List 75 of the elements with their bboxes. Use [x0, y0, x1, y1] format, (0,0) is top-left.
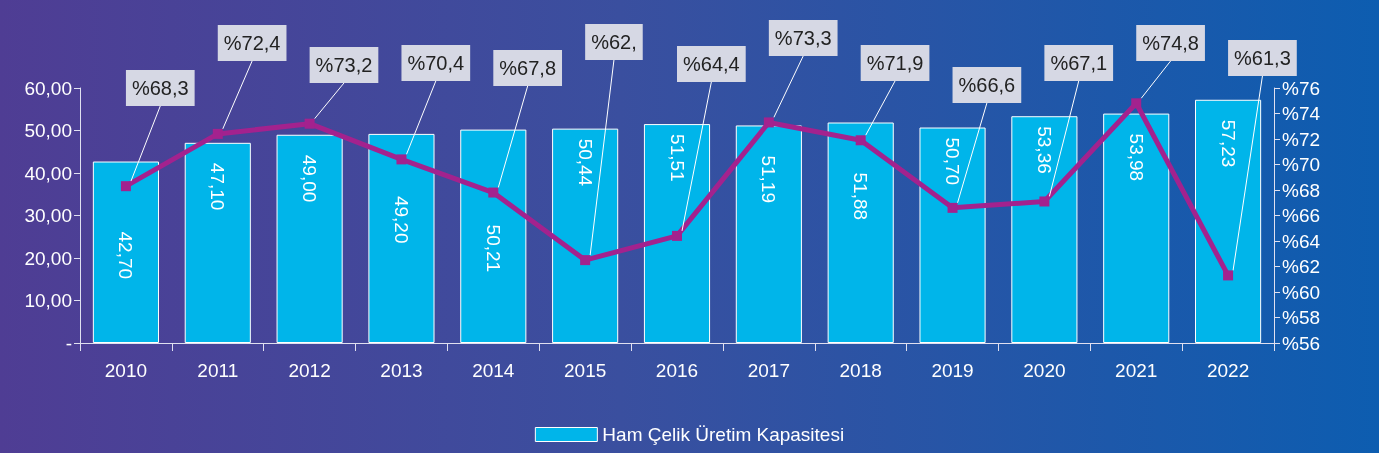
- data-label: %68,3: [131, 77, 189, 99]
- y2-tick-label: %58: [1282, 307, 1321, 328]
- data-label: %70,4: [407, 52, 465, 74]
- data-label: %67,8: [499, 57, 557, 79]
- x-tick-label: 2019: [931, 360, 974, 381]
- data-label: %67,1: [1050, 52, 1108, 74]
- data-label: 51,88: [850, 172, 872, 221]
- y2-tick-label: %70: [1282, 154, 1321, 175]
- data-label: %73,3: [774, 27, 832, 49]
- x-tick-label: 2016: [655, 360, 699, 381]
- data-label: 49,00: [299, 154, 321, 203]
- x-tick-label: 2010: [104, 360, 148, 381]
- data-label: %74,8: [1142, 32, 1199, 54]
- point: [855, 135, 866, 146]
- y2-tick-label: %66: [1282, 205, 1321, 226]
- x-tick-label: 2020: [1023, 360, 1066, 381]
- data-label: 42,70: [115, 231, 137, 280]
- y2-tick-label: %62: [1282, 256, 1321, 277]
- bar: [184, 142, 251, 343]
- x-tick-label: 2015: [564, 360, 607, 381]
- x-tick-label: 2022: [1206, 360, 1250, 381]
- y2-tick-label: %60: [1282, 281, 1321, 303]
- x-tick-label: 2014: [472, 360, 515, 381]
- y2-tick-label: %68: [1282, 179, 1321, 201]
- data-label: 57,23: [1217, 119, 1239, 168]
- data-label: 53,98: [1125, 133, 1147, 182]
- point: [672, 230, 682, 241]
- y-tick-label: 60,00: [24, 77, 72, 99]
- y2-tick-label: %74: [1282, 103, 1321, 124]
- data-label: 51,19: [758, 155, 780, 203]
- data-label: %64,4: [683, 53, 740, 75]
- data-label: 51,51: [666, 134, 688, 182]
- y2-tick-label: %64: [1282, 230, 1321, 252]
- data-label: %66,6: [958, 74, 1016, 96]
- data-label: 47,10: [207, 162, 229, 211]
- x-tick-label: 2011: [197, 360, 239, 381]
- y2-tick-label: %76: [1282, 77, 1321, 99]
- data-label: %62,: [591, 31, 637, 53]
- point: [1039, 196, 1050, 207]
- data-label: %73,2: [315, 54, 373, 76]
- data-label: 50,70: [942, 137, 964, 186]
- y-tick-label: -: [65, 332, 72, 354]
- data-label: 50,44: [574, 138, 596, 187]
- y2-tick-label: %72: [1282, 128, 1321, 150]
- point: [1131, 98, 1142, 109]
- data-label: 53,36: [1033, 126, 1055, 174]
- data-label: %61,3: [1234, 47, 1291, 69]
- point: [1223, 270, 1234, 281]
- x-tick-label: 2018: [839, 360, 882, 381]
- point: [580, 255, 591, 266]
- x-tick-label: 2017: [747, 360, 790, 381]
- data-label: %71,9: [866, 52, 924, 74]
- data-label: %72,4: [223, 32, 281, 54]
- y-tick-label: 30,00: [24, 205, 72, 226]
- point: [488, 187, 499, 198]
- point: [763, 117, 774, 128]
- point: [212, 128, 223, 139]
- legend-label: Ham Çelik Üretim Kapasitesi: [602, 424, 845, 445]
- bar: [735, 125, 802, 343]
- data-label: 49,20: [390, 195, 412, 244]
- point: [947, 202, 958, 213]
- bar: [276, 134, 343, 343]
- y-tick-label: 40,00: [24, 162, 72, 184]
- data-label: 50,21: [482, 224, 504, 273]
- x-tick-label: 2021: [1115, 360, 1158, 381]
- y-tick-label: 50,00: [24, 120, 72, 141]
- y2-tick-label: %56: [1282, 332, 1321, 354]
- y-tick-label: 20,00: [24, 247, 72, 269]
- point: [120, 181, 131, 192]
- point: [304, 118, 315, 129]
- bar: [1103, 113, 1170, 343]
- x-tick-label: 2013: [380, 360, 423, 381]
- point: [396, 154, 407, 165]
- x-tick-label: 2012: [288, 360, 331, 381]
- y-tick-label: 10,00: [24, 290, 72, 311]
